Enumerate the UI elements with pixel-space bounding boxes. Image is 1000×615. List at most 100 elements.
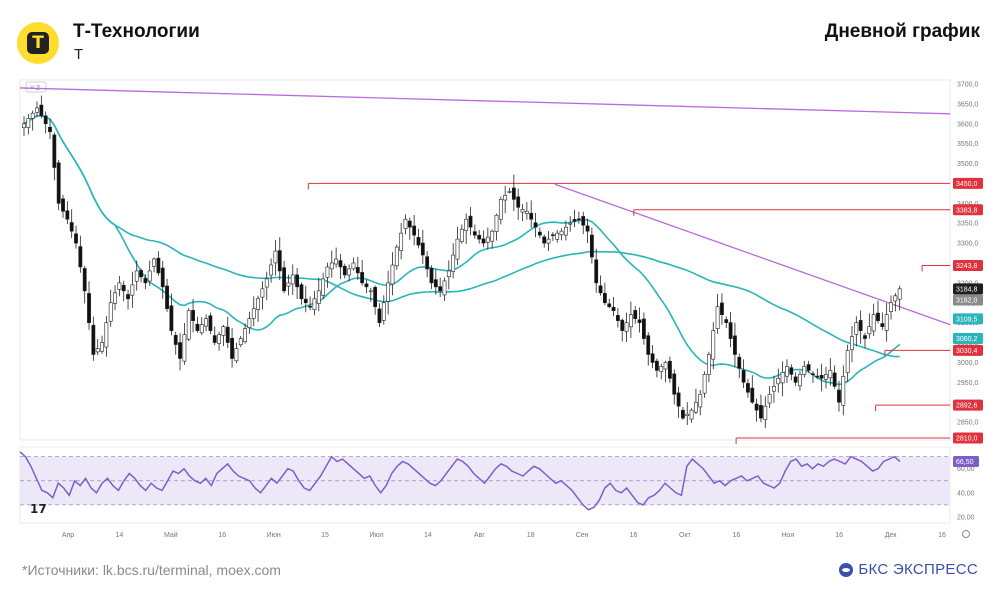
rsi-current-label [953, 455, 979, 467]
date-tick-label: 16 [938, 532, 946, 539]
candle-up [884, 314, 889, 331]
candle-down [832, 372, 837, 387]
candle-up [893, 295, 898, 302]
date-tick-label: Июл [369, 532, 383, 539]
price-label-level [953, 204, 983, 216]
candle-up [568, 222, 573, 225]
candle-down [156, 257, 161, 274]
candle-down [650, 353, 655, 363]
candle-up [763, 405, 768, 420]
candle-up [316, 290, 321, 304]
candle-down [355, 267, 360, 274]
candle-down [589, 234, 594, 258]
candle-down [468, 215, 473, 228]
candle-down [858, 320, 863, 331]
candle-down [230, 337, 234, 359]
candle-up [455, 238, 460, 260]
candle-up [889, 302, 893, 312]
candle-down [793, 376, 798, 383]
candle-up [390, 264, 395, 285]
price-label-level [953, 432, 983, 444]
candle-up [559, 230, 564, 236]
candle-down [74, 233, 78, 244]
candle-up [260, 288, 265, 298]
candle-down [837, 389, 841, 403]
candle-down [633, 310, 638, 319]
candle-up [329, 262, 334, 270]
candle-down [165, 285, 169, 310]
candle-down [61, 198, 65, 212]
candle-up [490, 230, 495, 242]
candle-down [56, 162, 61, 204]
candle-up [867, 326, 872, 335]
candle-up [403, 218, 408, 229]
candle-down [338, 260, 343, 268]
candle-up [828, 370, 833, 379]
candle-up [117, 282, 122, 290]
candle-down [620, 319, 625, 331]
candle-up [26, 118, 31, 128]
price-chart[interactable]: 3700,03650,03600,03550,03500,03450,03400… [0, 75, 1000, 545]
candle-up [798, 374, 802, 387]
candle-down [741, 370, 746, 383]
candle-up [850, 336, 854, 351]
candle-down [472, 231, 477, 236]
candle-down [416, 237, 421, 246]
candle-up [221, 326, 226, 336]
candle-up [325, 266, 330, 278]
candle-up [312, 298, 317, 311]
candle-down [789, 367, 794, 375]
price-label-level [953, 177, 983, 189]
candle-up [689, 409, 694, 420]
date-tick-label: 14 [424, 532, 432, 539]
candle-up [247, 318, 252, 328]
candle-up [108, 302, 113, 322]
candle-down [542, 236, 547, 244]
candle-up [264, 278, 269, 288]
price-label-last [953, 283, 983, 295]
candle-up [186, 310, 191, 340]
candle-up [498, 199, 503, 220]
date-tick-label: 15 [321, 532, 329, 539]
ticker-label: Т [74, 46, 84, 63]
candle-up [238, 338, 243, 346]
candle-up [485, 236, 490, 243]
candle-down [615, 315, 620, 321]
candle-down [295, 274, 300, 288]
candle-down [581, 216, 586, 226]
candle-up [624, 322, 629, 332]
candle-up [399, 232, 404, 252]
date-tick-label: 18 [527, 532, 535, 539]
candle-down [212, 335, 217, 343]
candle-down [364, 283, 369, 288]
date-tick-label: Авг [474, 532, 485, 539]
price-label-level [953, 344, 983, 356]
candle-down [511, 187, 516, 200]
candle-down [303, 298, 308, 304]
date-tick-label: Апр [62, 532, 74, 539]
date-tick-label: Июн [267, 532, 281, 539]
candle-down [759, 405, 763, 419]
candle-down [429, 267, 434, 284]
date-tick-label: 16 [835, 532, 843, 539]
candle-down [676, 392, 681, 407]
price-tick-label: 3600,0 [957, 121, 979, 128]
candle-up [698, 393, 703, 408]
chart-period-title: Дневной график [824, 21, 980, 42]
candle-up [442, 280, 447, 296]
candle-down [637, 319, 642, 323]
candle-up [802, 366, 807, 375]
candle-up [368, 290, 373, 293]
candle-down [195, 323, 200, 331]
candle-up [628, 314, 633, 328]
candle-up [659, 366, 664, 372]
candle-down [607, 303, 612, 308]
candle-up [871, 314, 876, 332]
candle-up [459, 228, 464, 242]
candle-down [516, 196, 521, 208]
candle-up [347, 268, 352, 276]
price-label-ma [953, 313, 983, 325]
candle-down [733, 335, 737, 355]
candle-down [746, 383, 750, 393]
candle-down [681, 409, 685, 419]
